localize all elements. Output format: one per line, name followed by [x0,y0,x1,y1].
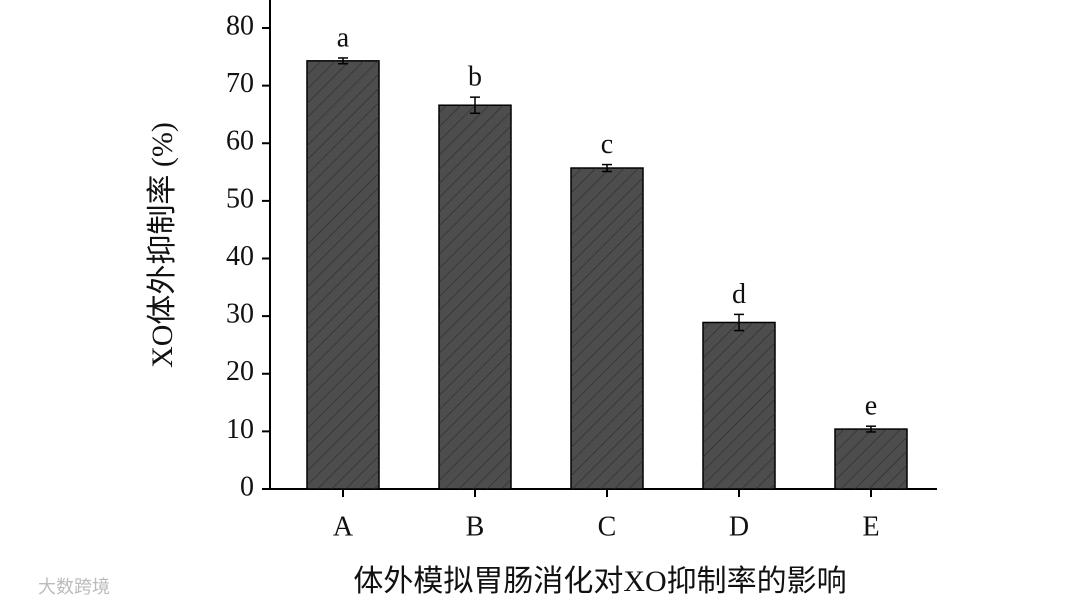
significance-label: d [732,279,746,310]
y-tick-label: 10 [226,414,254,445]
bar-hatch [703,322,775,489]
watermark: 大数跨境 [38,577,110,598]
error-bar [338,57,348,65]
y-axis-title: XO体外抑制率 (%) [146,122,179,368]
y-tick-label: 60 [226,126,254,157]
significance-label: c [601,129,613,160]
significance-label: e [865,391,877,422]
y-tick-label: 80 [226,10,254,41]
significance-label: a [337,22,350,53]
y-tick-label: 70 [226,68,254,99]
y-tick-label: 40 [226,241,254,272]
x-tick-label: A [333,511,354,542]
bar-hatch [835,429,907,489]
y-tick-label: 0 [240,471,254,502]
x-axis-title: 体外模拟胃肠消化对XO抑制率的影响 [353,565,846,598]
error-bar [734,313,744,332]
y-tick-label: 50 [226,183,254,214]
bar-hatch [307,60,379,489]
x-tick-label: E [862,511,879,542]
error-bar [602,163,612,173]
x-tick-label: B [466,511,485,542]
y-tick-label: 20 [226,356,254,387]
significance-label: b [468,62,482,93]
error-bar [866,425,876,433]
y-tick-label: 30 [226,299,254,330]
x-tick-label: D [729,511,749,542]
error-bar [470,96,480,115]
bar-hatch [439,105,511,489]
bar-hatch [571,168,643,489]
x-tick-label: C [598,511,617,542]
